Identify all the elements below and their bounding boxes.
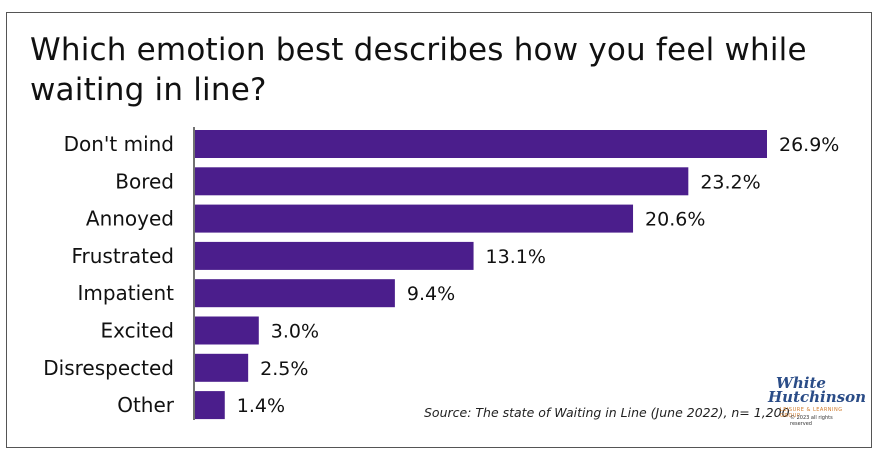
category-label-1: Bored [115, 169, 174, 193]
value-label-5: 3.0% [271, 321, 319, 343]
white-hutchinson-logo: White Hutchinson LEISURE & LEARNING GROU… [768, 374, 866, 427]
bar-3 [195, 241, 474, 270]
chart-title: Which emotion best describes how you fee… [30, 30, 830, 110]
category-label-0: Don't mind [64, 132, 174, 156]
bar-7 [195, 391, 225, 420]
bar-5 [195, 316, 259, 345]
logo-line-1: White [776, 374, 826, 392]
value-label-0: 26.9% [779, 134, 839, 156]
source-note: Source: The state of Waiting in Line (Ju… [424, 405, 790, 420]
bar-6 [195, 353, 249, 382]
value-label-6: 2.5% [260, 358, 308, 380]
category-label-6: Disrespected [43, 356, 174, 380]
value-label-3: 13.1% [486, 246, 546, 268]
logo-tagline: LEISURE & LEARNING GROUP [780, 407, 843, 419]
category-label-3: Frustrated [71, 244, 174, 268]
category-label-2: Annoyed [86, 207, 174, 231]
category-label-5: Excited [100, 319, 174, 343]
bar-1 [195, 167, 689, 196]
bar-0 [195, 130, 767, 158]
value-label-1: 23.2% [700, 171, 760, 193]
value-label-7: 1.4% [237, 395, 285, 417]
bar-group: Don't mind 26.9% Bored 23.2% Annoyed 20.6% Fru… [43, 130, 839, 420]
bar-2 [195, 204, 634, 233]
category-label-4: Impatient [77, 281, 174, 305]
value-label-2: 20.6% [645, 209, 705, 231]
logo-line-2: Hutchinson [768, 388, 867, 406]
value-label-4: 9.4% [407, 283, 455, 305]
logo-copyright: © 2023 all rights reserved [790, 415, 833, 427]
chart-title-line-1: Which emotion best describes how you fee… [30, 32, 807, 68]
category-label-7: Other [117, 393, 175, 417]
bar-4 [195, 279, 395, 308]
chart-title-line-2: waiting in line? [30, 72, 267, 108]
